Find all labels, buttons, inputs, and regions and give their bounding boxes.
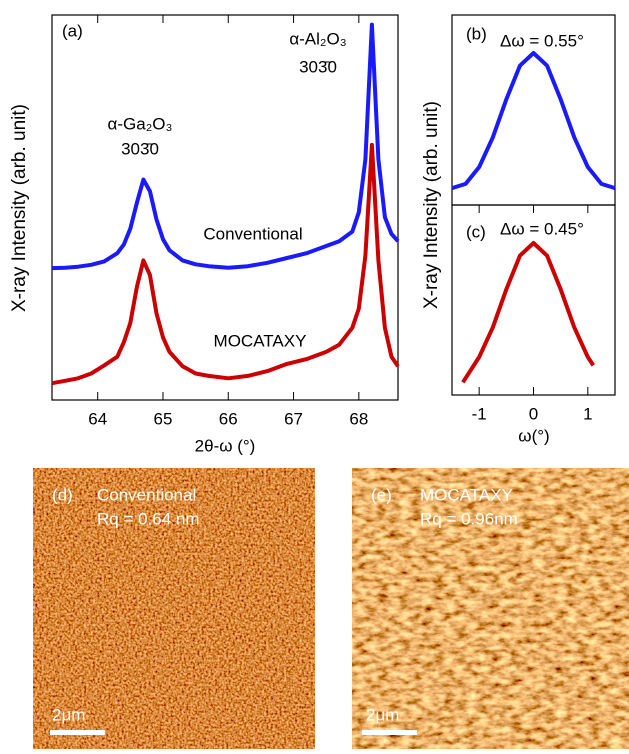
scale-bar-label: 2μm xyxy=(52,705,85,724)
x-tick-label: 67 xyxy=(284,409,303,428)
scale-bar-label: 2μm xyxy=(366,705,399,724)
roughness-label: Rq = 0.64 nm xyxy=(97,509,200,528)
series-line xyxy=(451,51,616,191)
afm-image xyxy=(352,468,629,749)
roughness-label: Rq = 0.96nm xyxy=(420,509,518,528)
series-line xyxy=(461,241,595,384)
series-line xyxy=(51,22,400,271)
x-tick-label: 66 xyxy=(219,409,238,428)
sample-label: Conventional xyxy=(97,485,196,504)
sample-label: MOCATAXY xyxy=(420,485,513,504)
x-tick-label: 1 xyxy=(583,404,592,423)
panel-label: (d) xyxy=(52,485,73,504)
afm-panel-e: (e) MOCATAXY Rq = 0.96nm 2μm xyxy=(352,468,629,749)
annotation: α-Ga₂O₃ xyxy=(108,114,173,133)
y-axis-label: X-ray Intensity (arb. unit) xyxy=(9,104,30,312)
x-axis-label: 2θ-ω (°) xyxy=(195,436,256,455)
x-tick-label: 0 xyxy=(529,404,538,423)
annotation: α-Al₂O₃ xyxy=(289,29,346,48)
afm-panel-d: (d) Conventional Rq = 0.64 nm 2μm xyxy=(33,468,315,749)
annotation: 303̄0 xyxy=(299,57,337,76)
y-axis-label: X-ray Intensity (arb. unit) xyxy=(421,101,442,309)
x-tick-label: 68 xyxy=(349,409,368,428)
x-tick-label: -1 xyxy=(472,404,487,423)
scale-bar xyxy=(362,730,417,735)
annotation: Δω = 0.55° xyxy=(500,31,584,50)
series-label: MOCATAXY xyxy=(214,331,307,350)
x-tick-label: 65 xyxy=(154,409,173,428)
x-axis-label: ω(°) xyxy=(518,426,549,445)
afm-image xyxy=(33,468,315,749)
x-tick-label: 64 xyxy=(88,409,107,428)
annotation: (b) xyxy=(466,24,487,43)
scale-bar xyxy=(50,730,105,735)
annotation: 303̄0 xyxy=(121,139,159,158)
plot-frame xyxy=(51,14,399,401)
series-line xyxy=(51,142,400,386)
annotation: Δω = 0.45° xyxy=(500,219,584,238)
annotation: (a) xyxy=(62,21,83,40)
annotation: (c) xyxy=(466,222,486,241)
panel-label: (e) xyxy=(371,485,392,504)
series-label: Conventional xyxy=(203,224,302,243)
